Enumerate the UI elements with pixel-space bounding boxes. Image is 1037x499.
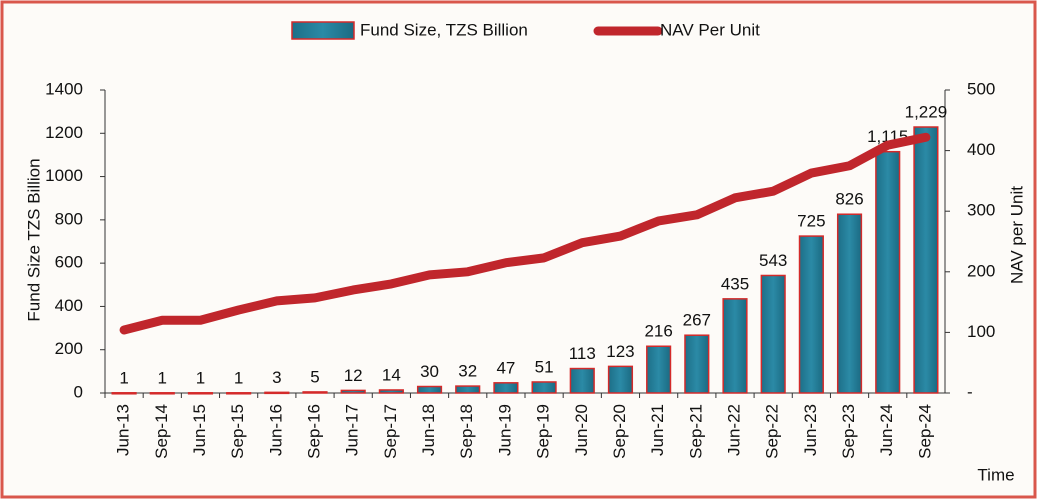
x-tick-label: Sep-19 [534,404,553,459]
x-tick-label: Jun-21 [648,404,667,456]
y-tick-label: 1000 [45,166,83,185]
x-tick-label: Jun-22 [724,404,743,456]
bar [187,392,214,395]
data-label: 1,229 [905,102,948,121]
data-label: 826 [835,190,863,209]
x-tick-label: Jun-18 [419,404,438,456]
x-tick-label: Jun-17 [343,404,362,456]
data-label: 123 [606,342,634,361]
data-label: 435 [721,274,749,293]
legend-label: NAV Per Unit [660,20,760,39]
x-axis-label: Time [977,465,1014,484]
y2-tick-label: 200 [967,261,995,280]
x-tick-label: Sep-16 [304,404,323,459]
x-tick-label: Sep-15 [228,404,247,459]
data-label: 12 [344,366,363,385]
x-tick-label: Sep-17 [381,404,400,459]
y-tick-label: 200 [55,339,83,358]
bar [836,213,863,394]
bar [531,381,557,394]
x-tick-label: Jun-23 [801,404,820,456]
data-label: 113 [569,344,596,363]
bar [684,334,710,394]
bar [493,382,519,394]
bar [226,392,252,395]
x-tick-label: Jun-13 [114,404,133,456]
x-tick-label: Sep-21 [686,404,705,459]
bar [378,389,404,394]
data-label: 5 [310,367,319,386]
y2-tick-label: 500 [967,79,995,98]
x-tick-label: Sep-14 [152,404,171,459]
nav-line [119,132,931,335]
x-tick-label: Sep-23 [839,404,858,459]
x-tick-label: Sep-20 [610,404,629,459]
data-label: 1 [196,368,205,387]
x-tick-label: Sep-24 [915,404,934,459]
y-tick-label: 400 [55,296,83,315]
bar [569,367,595,394]
y2-tick-label: 100 [967,322,995,341]
bar [416,385,443,394]
data-label: 1 [234,368,243,387]
data-label: 14 [382,365,401,384]
bar [149,392,175,395]
data-label: 1 [158,368,167,387]
y2-tick-label: 400 [967,140,995,159]
data-label: 1 [119,368,128,387]
data-label: 216 [644,322,672,341]
y-axis-label: Fund Size TZS Billion [24,158,43,321]
bar [302,391,328,394]
y2-tick-label: - [967,382,973,401]
bar [798,235,824,394]
legend-swatch [291,21,355,40]
x-tick-label: Jun-15 [190,404,209,456]
x-tick-label: Sep-18 [457,404,476,459]
bar [760,274,786,394]
x-tick-label: Jun-16 [266,404,285,456]
x-tick-label: Jun-24 [877,404,896,456]
y-tick-label: 1200 [45,123,83,142]
data-label: 267 [683,311,711,330]
y-tick-label: 1400 [45,79,83,98]
y2-tick-label: 300 [967,201,995,220]
x-tick-label: Jun-20 [572,404,591,456]
bar [722,298,748,394]
bar [264,391,290,395]
data-label: 51 [535,357,554,376]
legend-label: Fund Size, TZS Billion [360,20,528,39]
bar [455,385,481,394]
y2-axis-label: NAV per Unit [1007,186,1026,284]
bar [646,345,672,394]
y-tick-label: 800 [55,209,83,228]
bar [913,126,939,394]
bar [111,392,137,395]
data-label: 543 [759,251,787,270]
data-label: 32 [458,362,477,381]
bar [340,389,366,394]
bar [607,365,634,394]
data-label: 725 [797,212,825,231]
bar [875,150,901,394]
data-label: 30 [420,362,439,381]
x-tick-label: Sep-22 [763,404,782,459]
y-tick-label: 600 [55,253,83,272]
y-tick-label: 0 [74,382,83,401]
data-label: 47 [496,358,515,377]
data-label: 3 [272,368,281,387]
x-tick-label: Jun-19 [495,404,514,456]
